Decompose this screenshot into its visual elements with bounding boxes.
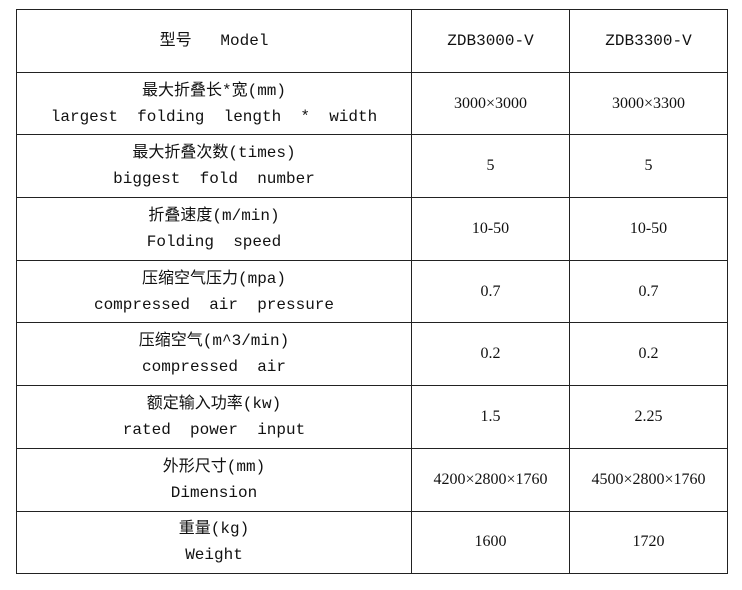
param-label-cell: 最大折叠长*宽(mm) largest folding length * wid… [16, 71, 412, 136]
value-model-2: 1720 [569, 510, 728, 575]
value-model-1: 0.2 [411, 322, 570, 387]
param-label-cell: 折叠速度(m/min) Folding speed [16, 197, 412, 261]
param-label-cell: 外形尺寸(mm) Dimension [16, 447, 412, 512]
param-label-cell: 最大折叠次数(times) biggest fold number [16, 134, 412, 199]
value-model-2: 0.2 [569, 322, 728, 387]
value-model-2: 0.7 [569, 259, 728, 324]
param-label-zh: 最大折叠次数(times) [132, 144, 296, 163]
spec-table: 型号 Model ZDB3000-V ZDB3300-V 最大折叠长*宽(mm)… [16, 9, 728, 575]
param-label-en: Weight [185, 546, 243, 565]
table-row: 额定输入功率(kw) rated power input 1.5 2.25 [16, 385, 728, 449]
param-label-cell: 额定输入功率(kw) rated power input [16, 385, 412, 449]
param-label-cell: 压缩空气(m^3/min) compressed air [16, 322, 412, 387]
param-label-cell: 压缩空气压力(mpa) compressed air pressure [16, 259, 412, 324]
value-model-1: 1.5 [411, 385, 570, 449]
param-label-zh: 外形尺寸(mm) [162, 457, 266, 476]
param-label-zh: 最大折叠长*宽(mm) [141, 81, 286, 100]
param-label-zh: 重量(kg) [178, 520, 250, 539]
param-label-zh: 额定输入功率(kw) [146, 394, 282, 413]
table-row: 折叠速度(m/min) Folding speed 10-50 10-50 [16, 197, 728, 261]
table-row: 重量(kg) Weight 1600 1720 [16, 510, 728, 575]
param-label-en: biggest fold number [113, 170, 315, 189]
table-row: 最大折叠次数(times) biggest fold number 5 5 [16, 134, 728, 199]
table-row: 外形尺寸(mm) Dimension 4200×2800×1760 4500×2… [16, 447, 728, 512]
model-1-cell: ZDB3000-V [411, 9, 570, 73]
model-2-cell: ZDB3300-V [569, 9, 728, 73]
param-label-en: compressed air pressure [93, 295, 335, 314]
value-model-2: 5 [569, 134, 728, 199]
value-model-1: 3000×3000 [411, 71, 570, 136]
table-row: 压缩空气压力(mpa) compressed air pressure 0.7 … [16, 259, 728, 324]
param-label-cell: 重量(kg) Weight [16, 510, 412, 575]
value-model-1: 10-50 [411, 197, 570, 261]
value-model-2: 2.25 [569, 385, 728, 449]
param-label-zh: 折叠速度(m/min) [148, 206, 280, 225]
table-row: 压缩空气(m^3/min) compressed air 0.2 0.2 [16, 322, 728, 387]
value-model-2: 10-50 [569, 197, 728, 261]
param-label-zh: 压缩空气压力(mpa) [141, 269, 286, 288]
value-model-1: 0.7 [411, 259, 570, 324]
param-label-en: Folding speed [146, 232, 282, 251]
model-label-zh: 型号 [159, 31, 192, 50]
value-model-1: 4200×2800×1760 [411, 447, 570, 512]
value-model-1: 5 [411, 134, 570, 199]
value-model-2: 4500×2800×1760 [569, 447, 728, 512]
header-row: 型号 Model ZDB3000-V ZDB3300-V [16, 9, 728, 73]
value-model-1: 1600 [411, 510, 570, 575]
model-label-cell: 型号 Model [16, 9, 412, 73]
param-label-en: Dimension [170, 483, 258, 502]
param-label-en: compressed air [141, 358, 287, 377]
table-row: 最大折叠长*宽(mm) largest folding length * wid… [16, 71, 728, 136]
model-label-en: Model [220, 31, 269, 50]
param-label-en: rated power input [122, 420, 306, 439]
param-label-en: largest folding length * width [50, 107, 378, 126]
value-model-2: 3000×3300 [569, 71, 728, 136]
param-label-zh: 压缩空气(m^3/min) [138, 332, 290, 351]
